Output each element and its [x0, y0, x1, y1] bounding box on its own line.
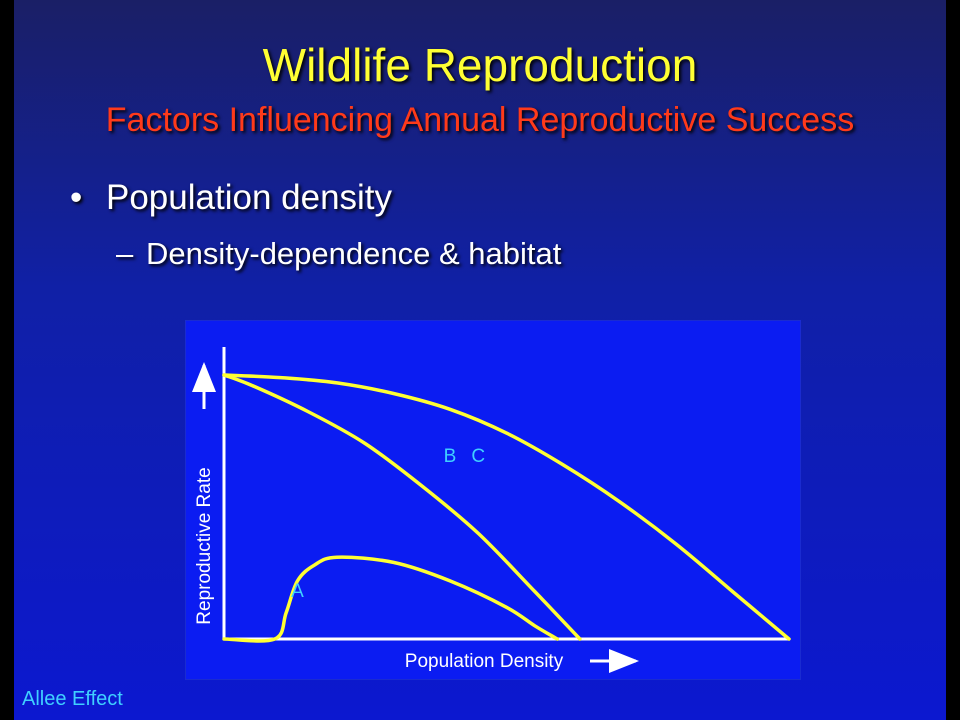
curve-a [222, 555, 560, 643]
sub-bullet-item: – Density-dependence & habitat [116, 236, 561, 272]
footer-label: Allee Effect [22, 688, 123, 710]
curve-label-b: B [444, 446, 457, 467]
presentation-slide: Wildlife Reproduction Factors Influencin… [14, 0, 946, 720]
slide-subtitle: Factors Influencing Annual Reproductive … [105, 101, 855, 139]
bullet-text: Population density [106, 178, 393, 217]
reproduction-chart: Population Density Reproductive Rate A B C [192, 347, 791, 673]
bullet-item: • Population density [70, 178, 392, 218]
x-axis-label: Population Density [405, 651, 564, 672]
slide-title: Wildlife Reproduction [262, 39, 698, 91]
curve-label-c: C [471, 446, 485, 467]
sub-bullet-symbol: – [116, 236, 134, 271]
curve-label-a: A [291, 581, 304, 602]
bullet-symbol: • [70, 178, 83, 217]
sub-bullet-text: Density-dependence & habitat [146, 236, 562, 271]
curves [222, 373, 791, 643]
axes: Population Density Reproductive Rate [192, 347, 789, 673]
curve-labels: A B C [291, 446, 485, 602]
curve-c [222, 373, 791, 641]
curve-b [222, 373, 582, 641]
y-axis-label: Reproductive Rate [194, 467, 215, 624]
